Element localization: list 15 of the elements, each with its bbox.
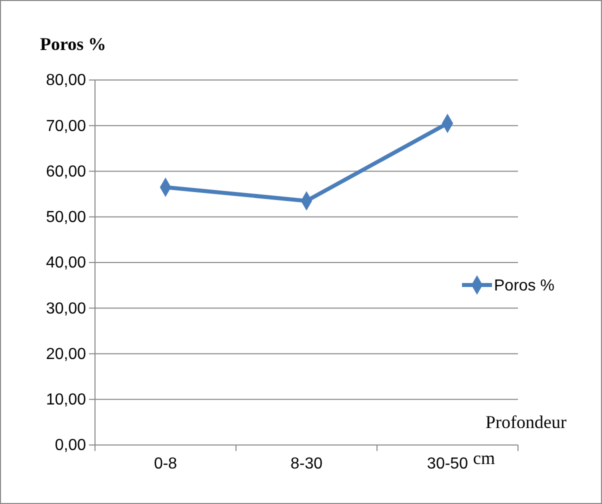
x-axis-title: Profondeur cm [473,412,566,468]
y-tick-label: 70,00 [46,118,86,135]
y-tick-label: 30,00 [46,300,86,318]
y-tick-label: 80,00 [46,72,86,90]
y-tick-label: 40,00 [46,254,86,272]
y-tick-label: 50,00 [46,208,86,226]
y-tick-label: 10,00 [46,391,86,408]
x-tick-label: 0-8 [154,455,178,472]
y-tick-label: 0,00 [54,437,86,454]
y-axis-title: Poros % [40,34,106,54]
y-tick-label: 60,00 [46,163,86,180]
y-tick-label: 20,00 [46,346,86,363]
legend-label: Poros % [494,278,554,295]
x-tick-label: 8-30 [290,455,323,472]
x-tick-label: 30-50 [427,455,468,472]
